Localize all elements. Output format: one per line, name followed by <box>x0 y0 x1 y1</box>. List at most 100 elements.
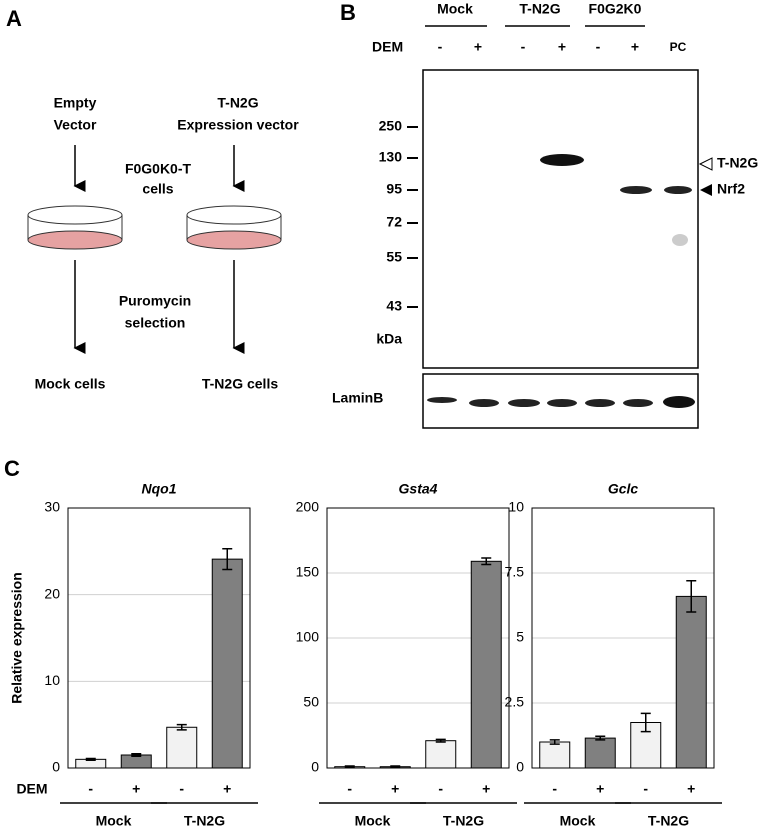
text: Mock cells <box>35 376 106 392</box>
error-bar <box>85 757 96 761</box>
marker-unit: kDa <box>376 331 402 347</box>
chart-title: Nqo1 <box>142 481 177 497</box>
x-tick-label: - <box>179 781 184 797</box>
x-tick-label: + <box>687 781 695 797</box>
group-label: T-N2G <box>648 813 689 829</box>
marker-label: 43 <box>386 298 402 314</box>
chart-title: Gclc <box>608 481 639 497</box>
text: Expression vector <box>177 117 299 133</box>
y-tick-label: 2.5 <box>505 694 525 710</box>
x-axis-label: DEM <box>16 781 47 797</box>
y-tick-label: 200 <box>296 499 320 515</box>
text: T-N2G cells <box>202 376 278 392</box>
error-bar <box>131 752 142 758</box>
group-label: T-N2G <box>519 1 560 17</box>
panel-label: C <box>4 456 20 481</box>
text: F0G0K0-T <box>125 161 192 177</box>
row-label: LaminB <box>332 390 383 406</box>
lane-label: + <box>631 39 639 55</box>
lane-label: + <box>474 39 482 55</box>
bar <box>166 726 198 769</box>
group-label: Mock <box>355 813 391 829</box>
marker-label: 55 <box>386 249 402 265</box>
bar <box>211 558 243 769</box>
text: Puromycin <box>119 293 191 309</box>
group-label: T-N2G <box>184 813 225 829</box>
x-tick-label: - <box>643 781 648 797</box>
text: selection <box>125 315 186 331</box>
error-bar <box>390 765 401 769</box>
error-bar <box>344 765 355 769</box>
plot-frame <box>67 507 251 769</box>
band-label: T-N2G <box>717 155 758 171</box>
bar <box>425 740 457 769</box>
x-tick-label: + <box>391 781 399 797</box>
y-tick-label: 50 <box>303 694 319 710</box>
group-label: F0G2K0 <box>589 1 642 17</box>
row-label: DEM <box>372 39 403 55</box>
x-tick-label: + <box>223 781 231 797</box>
bar <box>584 737 616 769</box>
error-bar <box>595 735 606 741</box>
arrowhead <box>700 184 712 196</box>
bar <box>675 595 707 769</box>
x-tick-label: + <box>596 781 604 797</box>
y-tick-label: 30 <box>44 499 60 515</box>
y-axis-label: Relative expression <box>9 572 25 704</box>
marker-label: 250 <box>379 118 403 134</box>
lane-label: - <box>438 39 443 55</box>
x-tick-label: - <box>88 781 93 797</box>
panel-label: B <box>340 0 356 25</box>
plot-frame <box>531 507 715 769</box>
error-bar <box>176 723 187 731</box>
x-tick-label: - <box>438 781 443 797</box>
marker-label: 72 <box>386 214 402 230</box>
dish <box>27 205 123 250</box>
y-tick-label: 0 <box>311 759 319 775</box>
error-bar <box>549 739 560 745</box>
panel-label: A <box>6 6 22 31</box>
x-tick-label: + <box>482 781 490 797</box>
y-tick-label: 5 <box>516 629 524 645</box>
error-bar <box>435 738 446 743</box>
y-tick-label: 0 <box>516 759 524 775</box>
bar <box>470 560 502 769</box>
lane-label: PC <box>670 40 687 54</box>
marker-label: 95 <box>386 181 402 197</box>
text: T-N2G <box>217 95 258 111</box>
y-tick-label: 20 <box>44 585 60 601</box>
x-tick-label: - <box>552 781 557 797</box>
text: cells <box>142 181 173 197</box>
text: Empty <box>54 95 97 111</box>
group-label: Mock <box>96 813 132 829</box>
text: Vector <box>54 117 97 133</box>
lane-label: - <box>596 39 601 55</box>
group-label: Mock <box>437 1 473 17</box>
group-label: T-N2G <box>443 813 484 829</box>
marker-label: 130 <box>379 149 403 165</box>
lane-label: - <box>521 39 526 55</box>
error-bar <box>222 547 233 571</box>
plot-frame <box>326 507 510 769</box>
x-tick-label: - <box>347 781 352 797</box>
y-tick-label: 10 <box>44 672 60 688</box>
y-tick-label: 10 <box>508 499 524 515</box>
dish <box>186 205 282 250</box>
group-label: Mock <box>560 813 596 829</box>
y-tick-label: 0 <box>52 759 60 775</box>
blot <box>422 69 699 369</box>
y-tick-label: 100 <box>296 629 320 645</box>
x-tick-label: + <box>132 781 140 797</box>
band-label: Nrf2 <box>717 181 745 197</box>
y-tick-label: 150 <box>296 564 320 580</box>
bands <box>427 396 695 408</box>
lane-label: + <box>558 39 566 55</box>
bar <box>539 741 571 769</box>
error-bar <box>686 580 697 613</box>
error-bar <box>640 712 651 733</box>
bands <box>540 154 692 246</box>
y-tick-label: 7.5 <box>505 564 525 580</box>
open-arrowhead <box>698 157 713 171</box>
error-bar <box>481 557 492 566</box>
